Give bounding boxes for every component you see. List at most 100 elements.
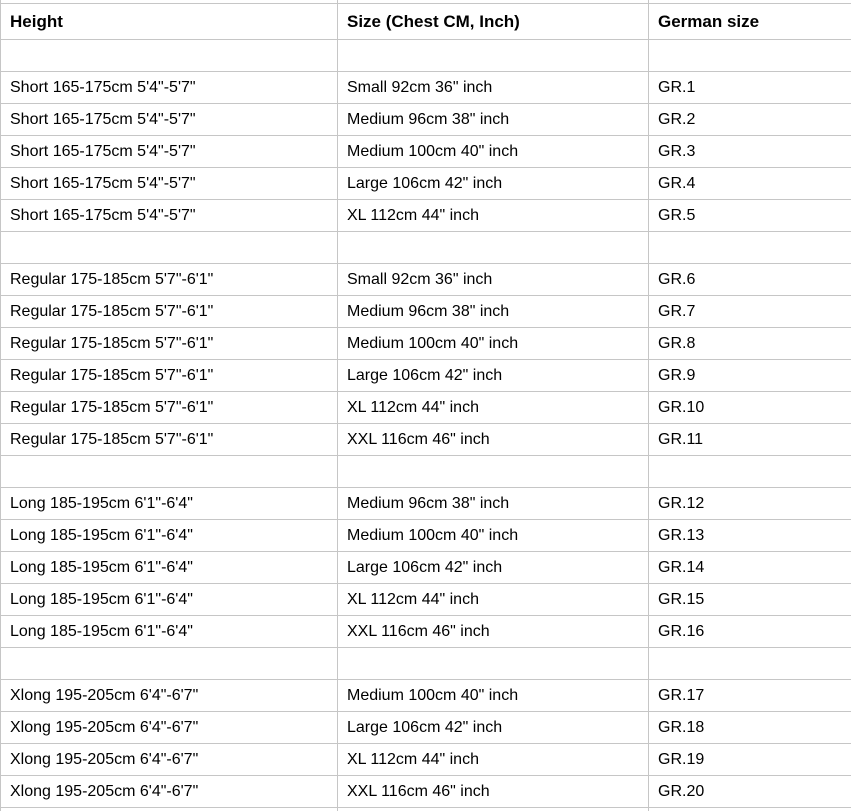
cell-height — [0, 39, 338, 72]
column-header-size: Size (Chest CM, Inch) — [337, 3, 649, 40]
table-row: Xlong 195-205cm 6'4"-6'7" Large 106cm 42… — [0, 711, 851, 744]
table-row — [0, 231, 851, 264]
cell-height: Short 165-175cm 5'4"-5'7" — [0, 199, 338, 232]
cell-german-size: GR.19 — [648, 743, 851, 776]
cell-size: XL 112cm 44" inch — [337, 391, 649, 424]
cell-german-size: GR.3 — [648, 135, 851, 168]
cell-size: XL 112cm 44" inch — [337, 199, 649, 232]
table-row: Short 165-175cm 5'4"-5'7" Small 92cm 36"… — [0, 71, 851, 104]
cell-german-size — [648, 231, 851, 264]
cell-size: Medium 96cm 38" inch — [337, 487, 649, 520]
table-body: Short 165-175cm 5'4"-5'7" Small 92cm 36"… — [0, 39, 851, 808]
cell-size: Small 92cm 36" inch — [337, 71, 649, 104]
table-row — [0, 455, 851, 488]
cell-size: Large 106cm 42" inch — [337, 711, 649, 744]
table-cell — [0, 807, 338, 811]
header-row: Height Size (Chest CM, Inch) German size — [0, 3, 851, 40]
cell-german-size — [648, 39, 851, 72]
cell-german-size: GR.12 — [648, 487, 851, 520]
cell-height: Xlong 195-205cm 6'4"-6'7" — [0, 743, 338, 776]
cell-height: Regular 175-185cm 5'7"-6'1" — [0, 295, 338, 328]
cell-size: Medium 100cm 40" inch — [337, 135, 649, 168]
table-row: Long 185-195cm 6'1"-6'4" Medium 96cm 38"… — [0, 487, 851, 520]
cell-size: Medium 100cm 40" inch — [337, 679, 649, 712]
cell-height: Regular 175-185cm 5'7"-6'1" — [0, 423, 338, 456]
cell-size — [337, 39, 649, 72]
cell-german-size: GR.10 — [648, 391, 851, 424]
cell-height — [0, 231, 338, 264]
column-header-height: Height — [0, 3, 338, 40]
cell-height: Short 165-175cm 5'4"-5'7" — [0, 103, 338, 136]
cell-size: Large 106cm 42" inch — [337, 167, 649, 200]
table-cell — [648, 807, 851, 811]
cell-german-size: GR.14 — [648, 551, 851, 584]
cell-size — [337, 231, 649, 264]
table-header: Height Size (Chest CM, Inch) German size — [0, 0, 851, 40]
table-row: Xlong 195-205cm 6'4"-6'7" XXL 116cm 46" … — [0, 775, 851, 808]
cell-german-size: GR.1 — [648, 71, 851, 104]
cell-height: Regular 175-185cm 5'7"-6'1" — [0, 359, 338, 392]
table-row: Long 185-195cm 6'1"-6'4" Medium 100cm 40… — [0, 519, 851, 552]
table-row: Short 165-175cm 5'4"-5'7" Large 106cm 42… — [0, 167, 851, 200]
cell-height — [0, 455, 338, 488]
table-row: Regular 175-185cm 5'7"-6'1" Medium 100cm… — [0, 327, 851, 360]
cell-height: Regular 175-185cm 5'7"-6'1" — [0, 263, 338, 296]
cell-german-size: GR.2 — [648, 103, 851, 136]
table-row: Regular 175-185cm 5'7"-6'1" Large 106cm … — [0, 359, 851, 392]
table-row: Regular 175-185cm 5'7"-6'1" Small 92cm 3… — [0, 263, 851, 296]
column-header-german-size: German size — [648, 3, 851, 40]
table-row: Long 185-195cm 6'1"-6'4" Large 106cm 42"… — [0, 551, 851, 584]
cell-german-size: GR.13 — [648, 519, 851, 552]
cell-german-size — [648, 647, 851, 680]
cell-size: XL 112cm 44" inch — [337, 743, 649, 776]
cell-size — [337, 455, 649, 488]
cell-size: XL 112cm 44" inch — [337, 583, 649, 616]
cell-german-size — [648, 455, 851, 488]
cell-height: Short 165-175cm 5'4"-5'7" — [0, 135, 338, 168]
table-row: Short 165-175cm 5'4"-5'7" Medium 96cm 38… — [0, 103, 851, 136]
cell-size: Medium 96cm 38" inch — [337, 295, 649, 328]
cell-height: Long 185-195cm 6'1"-6'4" — [0, 519, 338, 552]
table-row: Regular 175-185cm 5'7"-6'1" XXL 116cm 46… — [0, 423, 851, 456]
cell-size: Medium 100cm 40" inch — [337, 327, 649, 360]
cell-size: Large 106cm 42" inch — [337, 551, 649, 584]
cell-height — [0, 647, 338, 680]
cell-size: Medium 100cm 40" inch — [337, 519, 649, 552]
table-row — [0, 647, 851, 680]
cell-german-size: GR.20 — [648, 775, 851, 808]
cell-german-size: GR.7 — [648, 295, 851, 328]
cell-height: Short 165-175cm 5'4"-5'7" — [0, 71, 338, 104]
cell-size: XXL 116cm 46" inch — [337, 423, 649, 456]
cell-german-size: GR.8 — [648, 327, 851, 360]
table-row — [0, 39, 851, 72]
cell-german-size: GR.15 — [648, 583, 851, 616]
cell-german-size: GR.17 — [648, 679, 851, 712]
cell-german-size: GR.4 — [648, 167, 851, 200]
cell-german-size: GR.9 — [648, 359, 851, 392]
table-row: Long 185-195cm 6'1"-6'4" XL 112cm 44" in… — [0, 583, 851, 616]
cell-german-size: GR.11 — [648, 423, 851, 456]
table-row: Short 165-175cm 5'4"-5'7" XL 112cm 44" i… — [0, 199, 851, 232]
cell-height: Regular 175-185cm 5'7"-6'1" — [0, 327, 338, 360]
cell-height: Long 185-195cm 6'1"-6'4" — [0, 551, 338, 584]
cell-size — [337, 647, 649, 680]
cell-height: Xlong 195-205cm 6'4"-6'7" — [0, 775, 338, 808]
table-row: Xlong 195-205cm 6'4"-6'7" Medium 100cm 4… — [0, 679, 851, 712]
cell-german-size: GR.18 — [648, 711, 851, 744]
cell-german-size: GR.5 — [648, 199, 851, 232]
table-row: Xlong 195-205cm 6'4"-6'7" XL 112cm 44" i… — [0, 743, 851, 776]
cut-off-row-bottom — [0, 807, 851, 811]
cell-size: Large 106cm 42" inch — [337, 359, 649, 392]
cell-height: Long 185-195cm 6'1"-6'4" — [0, 615, 338, 648]
cell-size: Small 92cm 36" inch — [337, 263, 649, 296]
cell-size: Medium 96cm 38" inch — [337, 103, 649, 136]
cell-height: Short 165-175cm 5'4"-5'7" — [0, 167, 338, 200]
cell-height: Xlong 195-205cm 6'4"-6'7" — [0, 679, 338, 712]
cell-size: XXL 116cm 46" inch — [337, 615, 649, 648]
table-row: Long 185-195cm 6'1"-6'4" XXL 116cm 46" i… — [0, 615, 851, 648]
cell-height: Regular 175-185cm 5'7"-6'1" — [0, 391, 338, 424]
table-row: Regular 175-185cm 5'7"-6'1" Medium 96cm … — [0, 295, 851, 328]
cell-german-size: GR.6 — [648, 263, 851, 296]
